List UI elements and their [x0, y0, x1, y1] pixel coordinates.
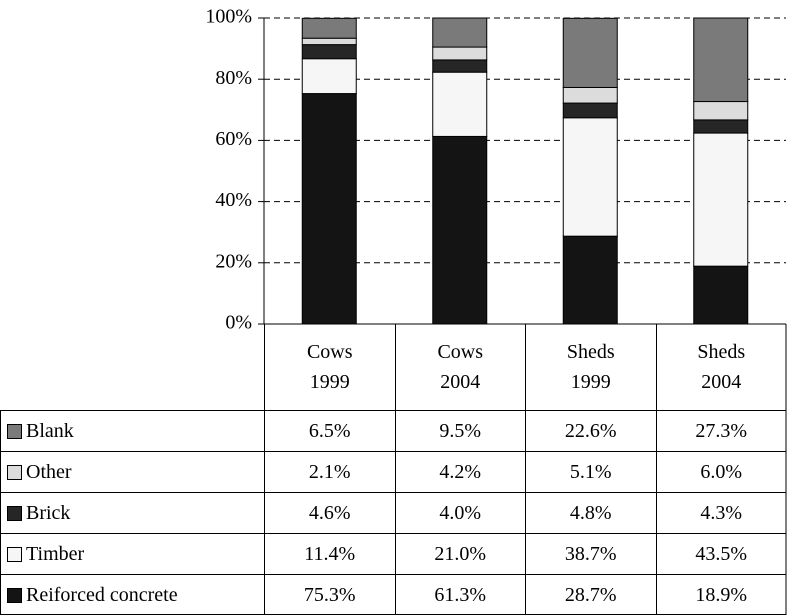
legend-swatch: [7, 423, 22, 439]
y-tick-label: 20%: [215, 250, 252, 272]
y-tick-label: 0%: [225, 312, 252, 334]
data-label: 28.7%: [525, 574, 656, 615]
bar-segment: [432, 17, 488, 48]
data-label: 5.1%: [525, 451, 656, 492]
bar-segment: [301, 17, 357, 39]
bar-segment: [562, 86, 618, 104]
data-label: 6.0%: [655, 451, 786, 492]
legend-entry: Blank: [0, 410, 264, 451]
data-label: 38.7%: [525, 533, 656, 574]
data-label: 4.6%: [264, 492, 395, 533]
bar-segment: [432, 135, 488, 325]
bar-segment: [301, 37, 357, 46]
bar-segment: [562, 117, 618, 237]
data-label: 4.2%: [394, 451, 525, 492]
bar-segment: [693, 132, 749, 267]
category-header: Cows 1999: [264, 324, 395, 410]
legend-entry: Other: [0, 451, 264, 492]
data-label: 43.5%: [655, 533, 786, 574]
category-header: Cows 2004: [394, 324, 526, 410]
data-label: 27.3%: [655, 410, 786, 451]
legend-entry: Reiforced concrete: [0, 574, 264, 615]
data-label: 6.5%: [264, 410, 395, 451]
legend-swatch: [7, 587, 22, 603]
legend-swatch: [7, 505, 22, 521]
bar-segment: [301, 44, 357, 60]
bar-segment: [693, 101, 749, 121]
data-label: 21.0%: [394, 533, 525, 574]
bar-segment: [301, 58, 357, 95]
data-label: 9.5%: [394, 410, 525, 451]
legend-entry: Brick: [0, 492, 264, 533]
data-label: 18.9%: [655, 574, 786, 615]
bar-segment: [301, 93, 357, 325]
bar-segment: [432, 71, 488, 137]
y-tick-label: 40%: [215, 189, 252, 211]
bar-segment: [432, 46, 488, 61]
bar-segment: [693, 17, 749, 103]
bar-segment: [562, 235, 618, 325]
y-tick-label: 100%: [205, 6, 252, 28]
data-label: 22.6%: [525, 410, 656, 451]
data-label: 4.3%: [655, 492, 786, 533]
data-label: 4.8%: [525, 492, 656, 533]
legend-entry: Timber: [0, 533, 264, 574]
bar-segment: [693, 119, 749, 134]
bar-segment: [562, 17, 618, 88]
data-label: 75.3%: [264, 574, 395, 615]
legend-swatch: [7, 464, 22, 480]
legend-swatch: [7, 546, 22, 562]
y-tick-label: 60%: [215, 128, 252, 150]
data-label: 4.0%: [394, 492, 525, 533]
bar-segment: [693, 265, 749, 325]
data-label: 2.1%: [264, 451, 395, 492]
category-header: Sheds 2004: [655, 324, 787, 410]
bar-segment: [432, 59, 488, 73]
bar-segment: [562, 102, 618, 119]
data-label: 61.3%: [394, 574, 525, 615]
data-label: 11.4%: [264, 533, 395, 574]
category-header: Sheds 1999: [525, 324, 656, 410]
y-tick-label: 80%: [215, 67, 252, 89]
